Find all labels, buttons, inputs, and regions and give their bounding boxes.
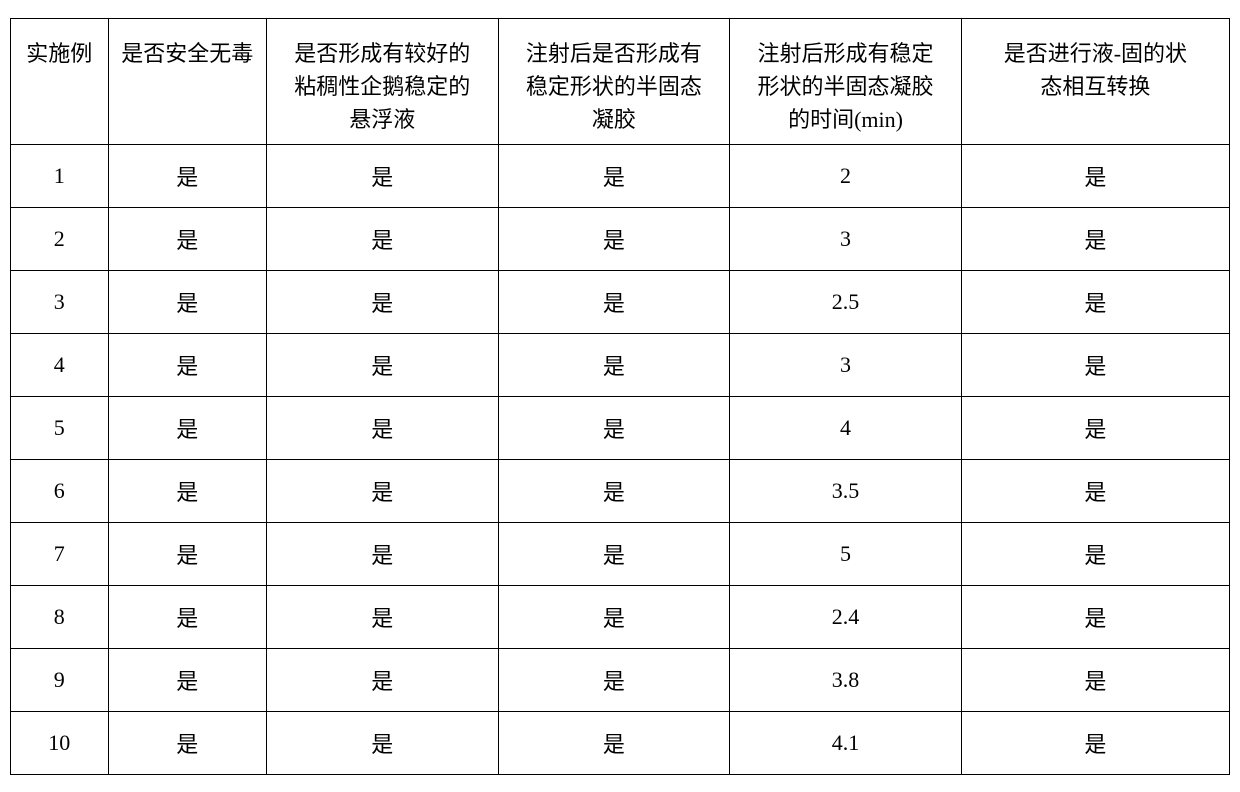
table-row: 8 是 是 是 2.4 是 bbox=[11, 585, 1230, 648]
table-cell: 4 bbox=[11, 333, 109, 396]
table-cell: 是 bbox=[961, 522, 1229, 585]
table-cell: 是 bbox=[498, 648, 730, 711]
table-cell: 是 bbox=[266, 522, 498, 585]
table-row: 6 是 是 是 3.5 是 bbox=[11, 459, 1230, 522]
table-cell: 10 bbox=[11, 711, 109, 774]
table-cell: 是 bbox=[108, 207, 266, 270]
table-cell: 是 bbox=[266, 648, 498, 711]
table-cell: 是 bbox=[498, 522, 730, 585]
table-cell: 是 bbox=[498, 396, 730, 459]
table-cell: 2 bbox=[730, 144, 962, 207]
table-cell: 5 bbox=[11, 396, 109, 459]
table-cell: 是 bbox=[961, 585, 1229, 648]
table-cell: 3 bbox=[730, 333, 962, 396]
table-cell: 是 bbox=[961, 207, 1229, 270]
table-row: 7 是 是 是 5 是 bbox=[11, 522, 1230, 585]
table-cell: 是 bbox=[108, 585, 266, 648]
table-row: 9 是 是 是 3.8 是 bbox=[11, 648, 1230, 711]
table-cell: 1 bbox=[11, 144, 109, 207]
table-cell: 是 bbox=[266, 585, 498, 648]
table-cell: 是 bbox=[266, 711, 498, 774]
table-cell: 3.5 bbox=[730, 459, 962, 522]
table-cell: 是 bbox=[961, 270, 1229, 333]
table-cell: 是 bbox=[108, 648, 266, 711]
table-cell: 是 bbox=[498, 270, 730, 333]
table-cell: 是 bbox=[108, 459, 266, 522]
data-table: 实施例 是否安全无毒 是否形成有较好的粘稠性企鹅稳定的悬浮液 注射后是否形成有稳… bbox=[10, 18, 1230, 775]
table-cell: 是 bbox=[961, 144, 1229, 207]
table-cell: 3 bbox=[730, 207, 962, 270]
table-cell: 9 bbox=[11, 648, 109, 711]
column-header: 是否形成有较好的粘稠性企鹅稳定的悬浮液 bbox=[266, 18, 498, 144]
table-row: 3 是 是 是 2.5 是 bbox=[11, 270, 1230, 333]
table-cell: 是 bbox=[498, 711, 730, 774]
table-cell: 是 bbox=[108, 396, 266, 459]
table-cell: 5 bbox=[730, 522, 962, 585]
table-cell: 是 bbox=[266, 144, 498, 207]
column-header: 是否安全无毒 bbox=[108, 18, 266, 144]
column-header: 实施例 bbox=[11, 18, 109, 144]
column-header: 注射后形成有稳定形状的半固态凝胶的时间(min) bbox=[730, 18, 962, 144]
table-cell: 3 bbox=[11, 270, 109, 333]
table-cell: 是 bbox=[961, 333, 1229, 396]
table-cell: 4.1 bbox=[730, 711, 962, 774]
table-cell: 2.5 bbox=[730, 270, 962, 333]
table-cell: 是 bbox=[498, 333, 730, 396]
table-row: 2 是 是 是 3 是 bbox=[11, 207, 1230, 270]
table-cell: 是 bbox=[498, 585, 730, 648]
table-cell: 是 bbox=[961, 711, 1229, 774]
table-cell: 是 bbox=[266, 396, 498, 459]
column-header: 注射后是否形成有稳定形状的半固态凝胶 bbox=[498, 18, 730, 144]
table-cell: 8 bbox=[11, 585, 109, 648]
table-cell: 是 bbox=[266, 207, 498, 270]
table-cell: 是 bbox=[266, 270, 498, 333]
table-row: 1 是 是 是 2 是 bbox=[11, 144, 1230, 207]
table-cell: 2.4 bbox=[730, 585, 962, 648]
table-cell: 是 bbox=[108, 333, 266, 396]
table-cell: 是 bbox=[266, 459, 498, 522]
table-row: 4 是 是 是 3 是 bbox=[11, 333, 1230, 396]
table-cell: 是 bbox=[961, 396, 1229, 459]
table-cell: 是 bbox=[108, 270, 266, 333]
column-header: 是否进行液-固的状态相互转换 bbox=[961, 18, 1229, 144]
table-cell: 是 bbox=[961, 648, 1229, 711]
table-cell: 2 bbox=[11, 207, 109, 270]
table-cell: 3.8 bbox=[730, 648, 962, 711]
table-cell: 4 bbox=[730, 396, 962, 459]
table-cell: 是 bbox=[498, 459, 730, 522]
table-cell: 是 bbox=[108, 711, 266, 774]
table-cell: 是 bbox=[498, 207, 730, 270]
table-header-row: 实施例 是否安全无毒 是否形成有较好的粘稠性企鹅稳定的悬浮液 注射后是否形成有稳… bbox=[11, 18, 1230, 144]
table-cell: 7 bbox=[11, 522, 109, 585]
table-row: 10 是 是 是 4.1 是 bbox=[11, 711, 1230, 774]
table-body: 1 是 是 是 2 是 2 是 是 是 3 是 3 是 是 是 2.5 是 4 … bbox=[11, 144, 1230, 774]
table-cell: 是 bbox=[266, 333, 498, 396]
table-cell: 是 bbox=[108, 144, 266, 207]
table-cell: 是 bbox=[498, 144, 730, 207]
table-row: 5 是 是 是 4 是 bbox=[11, 396, 1230, 459]
table-cell: 6 bbox=[11, 459, 109, 522]
table-cell: 是 bbox=[961, 459, 1229, 522]
table-cell: 是 bbox=[108, 522, 266, 585]
